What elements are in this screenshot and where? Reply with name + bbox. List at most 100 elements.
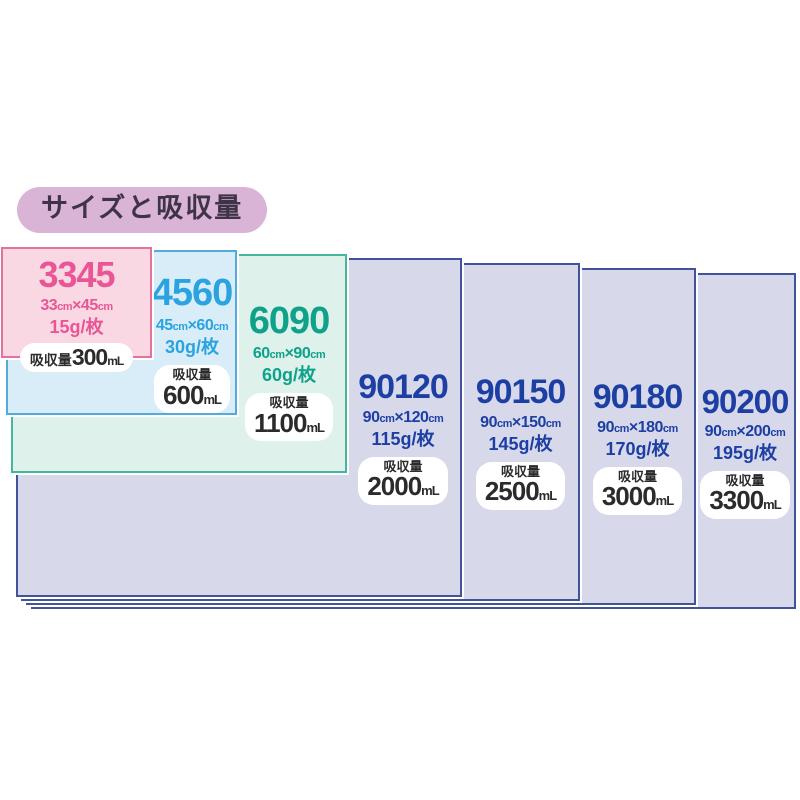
absorption-value: 3000mL: [601, 481, 674, 512]
unit-cm: cm: [545, 417, 561, 430]
unit-cm: cm: [770, 426, 786, 439]
capacity-number: 3300: [709, 485, 764, 516]
dim-width: 45: [155, 316, 173, 334]
unit-cm: cm: [379, 412, 395, 425]
unit-ml: mL: [203, 391, 221, 407]
sheet-dimensions: 90cm×180cm: [582, 419, 693, 437]
sheet-weight: 170g/枚: [605, 439, 670, 460]
unit-ml: mL: [655, 493, 674, 509]
sheet-code: 90180: [592, 378, 684, 416]
times-sign: ×: [628, 418, 638, 436]
dim-width: 33: [40, 296, 58, 314]
sheet-info: 90150 90cm×150cm 145g/枚 吸収量 2500mL: [464, 373, 577, 510]
absorption-label: 吸収量: [383, 458, 423, 474]
dim-width: 90: [362, 408, 380, 426]
page-title: サイズと吸収量: [17, 187, 268, 233]
unit-ml: mL: [763, 497, 781, 513]
absorption-pill: 吸収量 300mL: [19, 342, 134, 373]
sheet-weight: 15g/枚: [49, 317, 104, 338]
sheet-weight: 30g/枚: [164, 337, 220, 358]
capacity-number: 2000: [367, 471, 422, 502]
sheet-code: 90120: [358, 368, 449, 406]
unit-cm: cm: [662, 422, 678, 435]
absorption-value: 2500mL: [484, 476, 557, 507]
absorption-label: 吸収量: [500, 463, 540, 479]
absorption-label: 吸収量: [29, 351, 72, 368]
unit-ml: mL: [306, 419, 324, 435]
sheet-info: 90120 90cm×120cm 115g/枚 吸収量 2000mL: [347, 368, 459, 505]
absorption-value: 2000mL: [367, 471, 439, 502]
absorption-value: 1100mL: [254, 407, 325, 438]
size-sheet-3345: 3345 33cm×45cm 15g/枚 吸収量 300mL: [1, 247, 152, 373]
unit-cm: cm: [172, 320, 188, 333]
dim-height: 60: [196, 316, 214, 334]
dim-height: 180: [637, 418, 664, 436]
absorption-value: 600mL: [163, 379, 222, 410]
sheet-info: 45 60 45cm×60cm 30g/枚 吸収量 600mL: [149, 273, 235, 413]
sheet-dimensions: 33cm×45cm: [3, 297, 150, 315]
unit-cm: cm: [310, 348, 326, 361]
absorption-pill: 吸収量 2500mL: [475, 461, 566, 510]
absorption-label: 吸収量: [172, 366, 212, 382]
unit-ml: mL: [107, 353, 124, 368]
absorption-pill: 吸収量 1100mL: [245, 392, 333, 441]
absorption-pill: 吸収量 3300mL: [700, 470, 790, 519]
dim-width: 90: [704, 422, 722, 440]
dim-width: 60: [252, 344, 270, 362]
sheet-info: 6090 60cm×90cm 60g/枚 吸収量 1100mL: [234, 300, 344, 441]
unit-cm: cm: [269, 348, 285, 361]
sheet-weight: 60g/枚: [261, 365, 317, 386]
dim-height: 150: [520, 413, 547, 431]
sheet-weight: 115g/枚: [371, 429, 435, 450]
sheet-dimensions: 90cm×200cm: [697, 423, 793, 441]
sheet-dimensions: 90cm×120cm: [347, 409, 459, 427]
times-sign: ×: [187, 316, 197, 334]
absorption-pill: 吸収量 600mL: [154, 364, 230, 413]
times-sign: ×: [394, 408, 404, 426]
times-sign: ×: [284, 344, 294, 362]
unit-cm: cm: [613, 422, 629, 435]
absorption-value: 300mL: [71, 343, 124, 370]
sheet-code: 90150: [475, 373, 567, 411]
capacity-number: 300: [71, 343, 108, 370]
unit-ml: mL: [421, 483, 439, 499]
unit-cm: cm: [57, 300, 73, 313]
dim-height: 90: [293, 344, 311, 362]
sheet-weight: 145g/枚: [488, 434, 553, 455]
dim-height: 200: [745, 422, 771, 440]
dim-height: 120: [403, 408, 429, 426]
capacity-number: 1100: [254, 407, 307, 438]
dim-width: 90: [480, 413, 497, 431]
sheet-code: 3345: [38, 254, 115, 295]
times-sign: ×: [736, 422, 746, 440]
unit-cm: cm: [721, 426, 737, 439]
capacity-number: 2500: [484, 476, 540, 507]
unit-cm: cm: [428, 412, 444, 425]
sheet-code: 90200: [701, 383, 790, 420]
unit-cm: cm: [496, 417, 512, 430]
sheet-dimensions: 60cm×90cm: [234, 345, 344, 363]
sheet-info: 90180 90cm×180cm 170g/枚 吸収量 3000mL: [582, 378, 693, 515]
sheet-weight: 195g/枚: [712, 443, 778, 464]
unit-cm: cm: [97, 300, 113, 313]
absorption-value: 3300mL: [709, 485, 781, 516]
sheet-info: 90200 90cm×200cm 195g/枚 吸収量 3300mL: [697, 383, 793, 519]
absorption-pill: 吸収量 2000mL: [358, 456, 448, 505]
times-sign: ×: [511, 413, 521, 431]
dim-width: 90: [597, 418, 614, 436]
unit-ml: mL: [538, 488, 557, 504]
sheet-dimensions: 90cm×150cm: [464, 414, 577, 432]
absorption-label: 吸収量: [269, 394, 309, 410]
absorption-pill: 吸収量 3000mL: [592, 466, 683, 515]
sheet-dimensions: 45cm×60cm: [149, 317, 235, 335]
capacity-number: 3000: [601, 481, 657, 512]
sheet-code: 6090: [248, 300, 331, 342]
absorption-label: 吸収量: [725, 472, 765, 488]
unit-cm: cm: [213, 320, 229, 333]
sheet-info: 3345 33cm×45cm 15g/枚 吸収量 300mL: [3, 254, 150, 373]
times-sign: ×: [72, 296, 81, 314]
capacity-number: 600: [163, 379, 204, 410]
absorption-label: 吸収量: [617, 468, 657, 484]
dim-height: 45: [80, 296, 98, 314]
